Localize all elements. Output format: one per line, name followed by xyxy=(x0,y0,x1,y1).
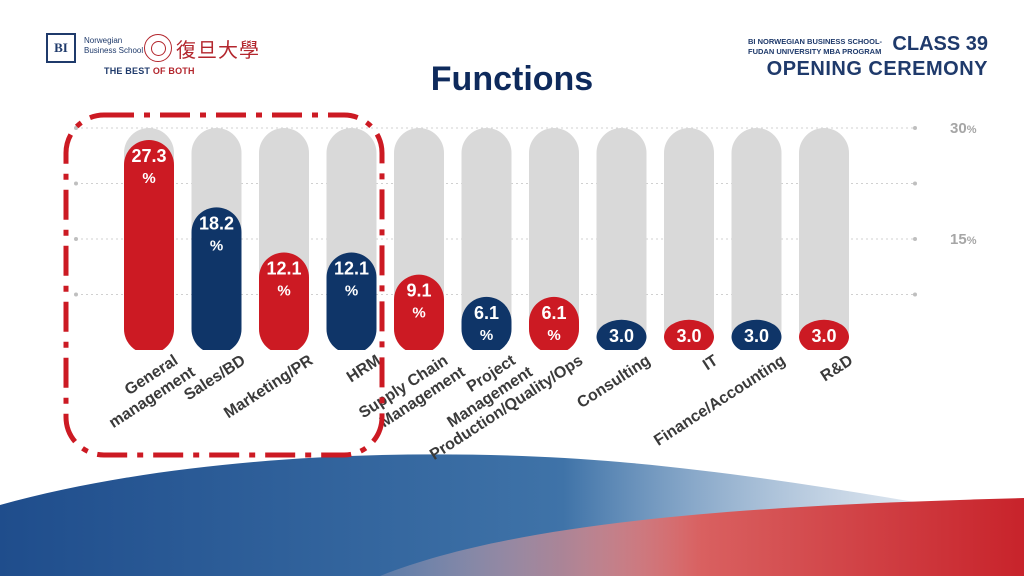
bar-value-unit: % xyxy=(480,327,493,344)
gridline-dot xyxy=(913,292,917,297)
gridline-dot xyxy=(913,181,917,186)
bar xyxy=(259,252,309,354)
bar-value-label: 27.3 xyxy=(131,146,166,166)
bar-track xyxy=(799,128,849,354)
bar xyxy=(664,319,714,354)
bar-track xyxy=(664,128,714,354)
fudan-name: 復旦大學 xyxy=(176,38,260,62)
highlight-box xyxy=(63,112,385,458)
bar xyxy=(191,207,242,354)
gridline-dot xyxy=(74,292,78,297)
gridline-dot xyxy=(913,126,917,130)
bar xyxy=(326,252,377,354)
class-banner: BI NORWEGIAN BUSINESS SCHOOL- FUDAN UNIV… xyxy=(748,33,988,83)
bar-value-label: 12.1 xyxy=(334,258,369,278)
bar-track xyxy=(461,128,512,354)
bar-value-label: 6.1 xyxy=(541,303,566,323)
bar-value-unit: % xyxy=(210,237,223,254)
bar-value-label: 3.0 xyxy=(744,326,769,346)
bi-logo-mark: BI xyxy=(46,33,76,63)
bar xyxy=(731,319,782,354)
program-name: BI NORWEGIAN BUSINESS SCHOOL- FUDAN UNIV… xyxy=(748,37,883,56)
class-label: CLASS 39 xyxy=(892,33,988,55)
gridline-dot xyxy=(74,126,78,130)
bar-value-unit: % xyxy=(142,170,155,187)
gridline-dot xyxy=(913,237,917,241)
bi-fudan-logo: BI Norwegian Business School 復旦大學 THE BE… xyxy=(46,33,259,81)
bar-value-label: 18.2 xyxy=(199,213,234,233)
bar-value-unit: % xyxy=(412,305,425,322)
y-tick-label: 30% xyxy=(950,120,977,137)
event-title: OPENING CEREMONY xyxy=(766,58,988,80)
bar xyxy=(394,274,444,354)
fudan-seal-icon xyxy=(144,34,172,62)
bar-value-label: 3.0 xyxy=(676,326,701,346)
category-label: HRM xyxy=(344,352,384,386)
baseline xyxy=(100,350,860,356)
bar-value-unit: % xyxy=(547,327,560,344)
bar-value-unit: % xyxy=(277,282,290,299)
bar-value-label: 9.1 xyxy=(406,281,431,301)
bar xyxy=(799,319,849,354)
bar xyxy=(124,139,174,354)
chart-title: Functions xyxy=(430,60,594,98)
bar xyxy=(529,296,579,354)
bar-value-label: 12.1 xyxy=(266,258,301,278)
bar-track xyxy=(596,128,647,354)
tagline: THE BEST OF BOTH xyxy=(104,66,195,76)
gridline-dot xyxy=(74,181,78,186)
bar-value-label: 3.0 xyxy=(609,326,634,346)
bar-value-unit: % xyxy=(345,282,358,299)
gridline-dot xyxy=(74,237,78,241)
bi-school-name: Norwegian Business School xyxy=(84,36,144,55)
bar-track xyxy=(529,128,579,354)
y-tick-label: 15% xyxy=(950,231,977,248)
bar-value-label: 3.0 xyxy=(811,326,836,346)
bar xyxy=(596,319,647,354)
bar-value-label: 6.1 xyxy=(474,303,499,323)
bar-track xyxy=(731,128,782,354)
bar xyxy=(461,296,512,354)
